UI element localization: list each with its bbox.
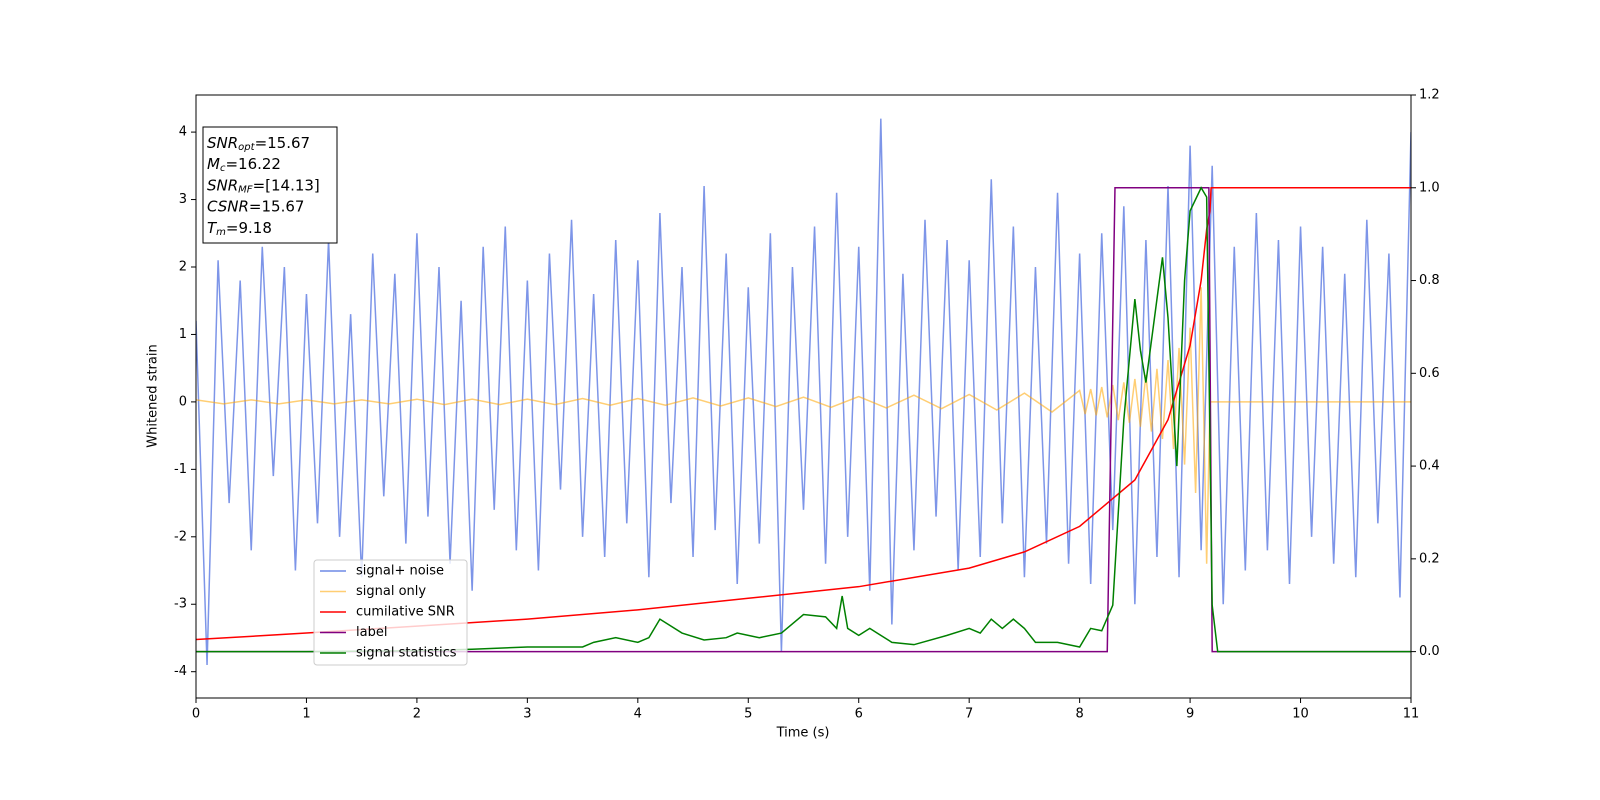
plot-frame: [195, 94, 1412, 699]
annotation-symbol: M: [207, 155, 220, 173]
x-tick-label: 5: [744, 707, 752, 722]
y-axis-label: Whitened strain: [146, 344, 161, 447]
x-tick-label: 3: [523, 707, 531, 722]
y-tick-label: 2: [179, 259, 187, 274]
legend-box: [313, 559, 468, 666]
annotation-line: Tm=9.18: [207, 218, 272, 238]
x-tick-label: 1: [302, 707, 310, 722]
y2-tick-label: 0.8: [1419, 273, 1440, 288]
annotation-symbol: SNR: [207, 176, 238, 194]
x-tick-label: 11: [1403, 707, 1420, 722]
x-tick-label: 8: [1075, 707, 1083, 722]
legend: signal+ noise signal only cumilative SNR la…: [313, 559, 468, 666]
annotation-line: SNRopt=15.67: [207, 134, 310, 154]
annotation-value: =15.67: [255, 134, 311, 152]
y-tick-label: -3: [174, 597, 187, 612]
legend-label: signal only: [356, 584, 426, 599]
series-line: [196, 186, 1411, 653]
x-tick-label: 9: [1186, 707, 1194, 722]
annotation-subscript: c: [220, 163, 226, 174]
annotation-value: =16.22: [225, 155, 281, 173]
y2-tick-label: 0.6: [1419, 366, 1440, 381]
x-axis-label: Time (s): [776, 726, 830, 741]
legend-label: cumilative SNR: [356, 605, 455, 620]
y-tick-label: 1: [179, 327, 187, 342]
annotation-subscript: m: [216, 227, 226, 238]
y-tick-label: -4: [174, 664, 187, 679]
annotation-value: =9.18: [226, 218, 272, 236]
annotation-symbol: CSNR: [207, 197, 249, 215]
legend-label: label: [356, 625, 387, 640]
y-tick-label: -1: [174, 462, 187, 477]
y2-tick-label: 1.0: [1419, 180, 1440, 195]
y2-tick-label: 0.0: [1419, 644, 1440, 659]
y-tick-label: 0: [179, 394, 187, 409]
annotation-value: =15.67: [249, 197, 305, 215]
annotation-value: =[14.13]: [253, 176, 320, 194]
x-tick-label: 2: [413, 707, 421, 722]
y2-tick-label: 0.4: [1419, 459, 1440, 474]
annotation-box: [202, 126, 338, 244]
x-tick-label: 10: [1292, 707, 1309, 722]
annotation-line: SNRMF=[14.13]: [207, 176, 320, 196]
legend-label: signal+ noise: [356, 564, 444, 579]
y2-tick-label: 1.2: [1419, 88, 1440, 103]
annotation-subscript: opt: [238, 142, 255, 153]
y-tick-label: 3: [179, 192, 187, 207]
legend-label: signal statistics: [356, 646, 457, 661]
y-tick-label: -2: [174, 529, 187, 544]
x-tick-label: 0: [192, 707, 200, 722]
annotation: SNRopt=15.67Mc=16.22SNRMF=[14.13]CSNR=15…: [202, 126, 338, 244]
x-tick-label: 6: [855, 707, 863, 722]
y2-tick-label: 0.2: [1419, 551, 1440, 566]
series-line: [196, 287, 1411, 564]
y-tick-label: 4: [179, 125, 187, 140]
x-tick-label: 4: [634, 707, 642, 722]
x-tick-label: 7: [965, 707, 973, 722]
annotation-line: CSNR=15.67: [207, 197, 304, 215]
annotation-symbol: SNR: [207, 134, 238, 152]
annotation-symbol: T: [207, 218, 218, 236]
annotation-subscript: MF: [238, 184, 253, 195]
annotation-line: Mc=16.22: [207, 155, 281, 175]
